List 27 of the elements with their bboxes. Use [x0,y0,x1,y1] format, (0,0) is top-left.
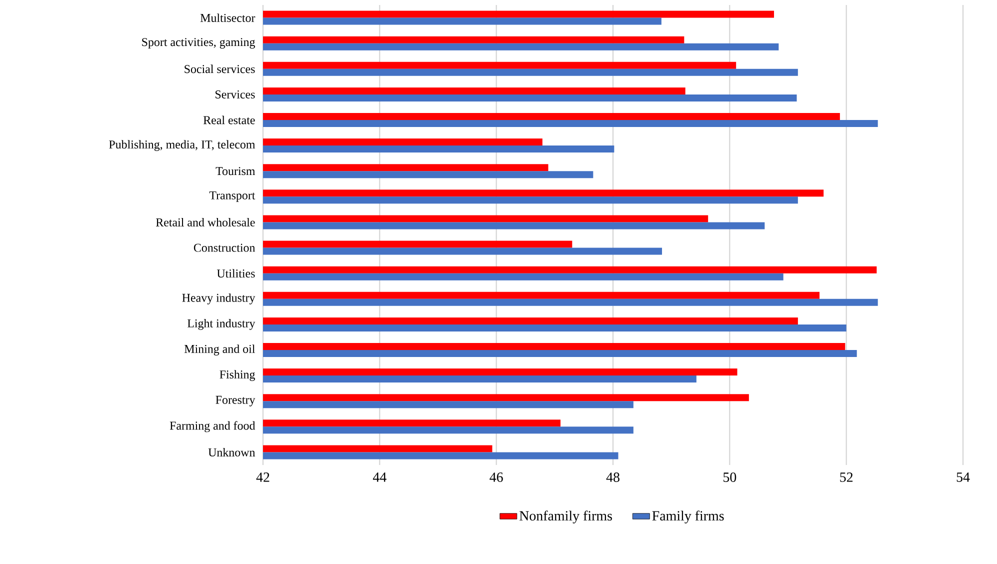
x-tick-label: 54 [956,472,970,482]
y-tick-label: Multisector [200,14,256,22]
x-tick-label: 48 [606,472,620,482]
y-tick-label: Farming and food [170,421,256,432]
y-tick-label: Services [216,90,255,98]
y-tick-label: Light industry [187,319,256,330]
y-tick-label: Real estate [203,116,255,124]
legend-label: Family firms [652,510,724,524]
y-tick-label: Social services [184,64,255,74]
y-tick-label: Fishing [220,370,256,381]
y-tick-label: Heavy industry [182,293,256,304]
y-tick-label: Retail and wholesale [156,218,255,226]
y-tick-label: Forestry [216,396,256,406]
y-tick-label: Utilities [216,269,255,278]
x-tick-label: 52 [840,472,853,482]
x-tick-label: 44 [372,472,386,482]
y-tick-label: Construction [194,244,256,252]
y-tick-label: Transport [209,191,256,202]
x-tick-label: 50 [724,472,736,482]
y-tick-label: Tourism [216,167,256,176]
y-tick-label: Publishing, media, IT, telecom [109,140,256,151]
y-tick-label: Unknown [208,448,256,456]
x-tick-label: 42 [256,472,270,482]
y-tick-label: Mining and oil [184,344,255,356]
x-tick-label: 46 [490,472,503,482]
y-tick-label: Sport activities, gaming [142,38,256,49]
legend-label: Nonfamily firms [520,510,612,524]
